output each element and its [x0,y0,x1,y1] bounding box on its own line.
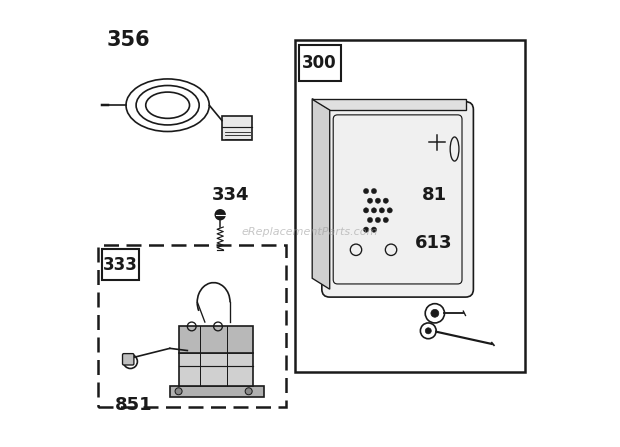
Bar [223,116,252,140]
Circle shape [368,217,373,223]
Bar [299,45,340,81]
FancyBboxPatch shape [333,115,462,284]
Polygon shape [312,99,466,110]
Circle shape [387,208,392,213]
Circle shape [245,388,252,395]
Text: 300: 300 [303,54,337,72]
Polygon shape [312,99,330,289]
Bar [170,386,264,396]
Circle shape [371,189,376,194]
Circle shape [363,189,369,194]
Circle shape [215,209,226,220]
Bar [179,326,253,353]
Bar [102,249,139,280]
Circle shape [383,217,388,223]
Text: 333: 333 [103,256,138,274]
Text: 356: 356 [106,30,150,51]
Text: 851: 851 [115,396,153,414]
Circle shape [368,198,373,203]
Circle shape [363,227,369,232]
Bar [294,39,525,372]
Circle shape [375,198,381,203]
Text: 334: 334 [211,186,249,204]
Text: eReplacementParts.com: eReplacementParts.com [242,227,378,237]
Circle shape [363,208,369,213]
FancyBboxPatch shape [123,354,134,365]
Circle shape [371,227,376,232]
Circle shape [383,198,388,203]
FancyBboxPatch shape [322,102,474,297]
Circle shape [379,208,384,213]
Text: 613: 613 [415,234,453,252]
Circle shape [431,309,439,317]
Bar [97,245,286,408]
Circle shape [425,328,432,334]
Circle shape [375,217,381,223]
Circle shape [175,388,182,395]
Circle shape [371,208,376,213]
Bar [179,353,253,386]
Text: 81: 81 [422,186,447,204]
